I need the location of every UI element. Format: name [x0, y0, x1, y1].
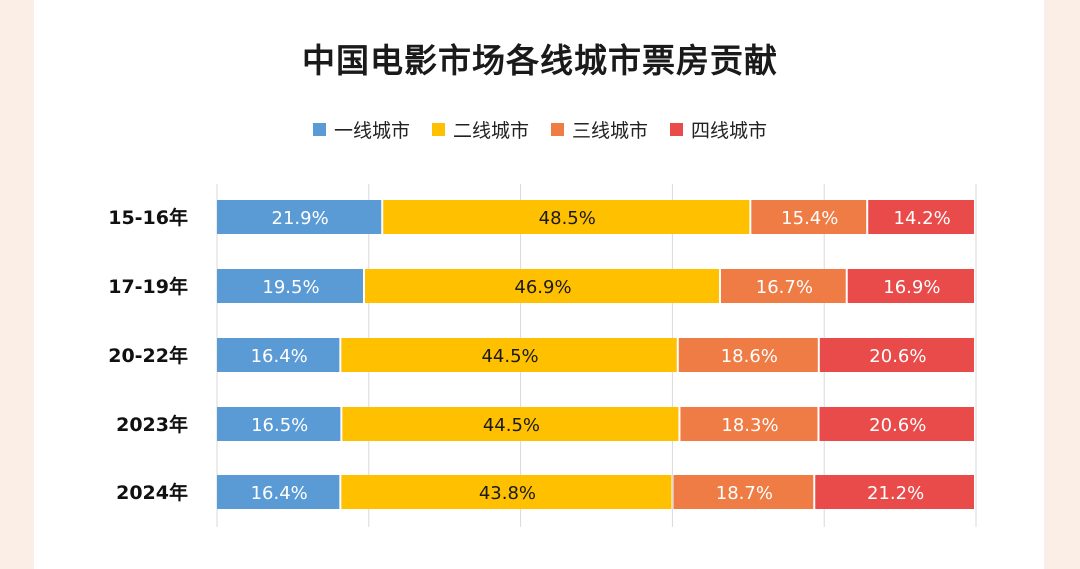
data-label: 16.4%: [251, 483, 308, 504]
legend-label-tier2: 二线城市: [452, 120, 529, 142]
legend-label-tier3: 三线城市: [572, 120, 649, 142]
bar-segment: [673, 475, 814, 509]
bar-segment: [383, 200, 750, 234]
bar-segment: [217, 200, 382, 234]
data-label: 16.5%: [251, 415, 308, 436]
data-label: 14.2%: [894, 208, 951, 229]
data-label: 20.6%: [869, 415, 926, 436]
legend-swatch-tier4: [670, 123, 684, 136]
bar-segment: [342, 407, 679, 441]
data-label: 46.9%: [514, 277, 571, 298]
legend-swatch-tier2: [431, 123, 445, 136]
bar-segment: [217, 407, 341, 441]
bar-segment: [217, 475, 340, 509]
category-label: 15-16年: [108, 206, 188, 229]
data-label: 16.4%: [251, 346, 308, 367]
bar-segment: [847, 269, 974, 303]
bar-segment: [341, 475, 672, 509]
category-label: 2023年: [116, 413, 188, 436]
bar-segment: [341, 338, 677, 372]
bar-segment: [680, 407, 818, 441]
legend-item-tier2: 二线城市: [431, 116, 529, 143]
bar-segment: [365, 269, 719, 303]
category-label: 17-19年: [108, 275, 188, 298]
bar-segment: [819, 338, 974, 372]
data-label: 44.5%: [481, 346, 538, 367]
data-label: 19.5%: [262, 277, 319, 298]
data-label: 44.5%: [483, 415, 540, 436]
data-label: 20.6%: [869, 346, 926, 367]
chart-title: 中国电影市场各线城市票房贡献: [302, 41, 778, 80]
legend-item-tier1: 一线城市: [312, 116, 410, 143]
data-label: 43.8%: [479, 483, 536, 504]
category-label: 20-22年: [108, 344, 188, 367]
data-label: 16.7%: [756, 277, 813, 298]
legend-label-tier4: 四线城市: [691, 120, 768, 142]
data-label: 21.2%: [867, 483, 924, 504]
legend-swatch-tier1: [312, 123, 326, 136]
legend-item-tier4: 四线城市: [670, 116, 767, 143]
legend-swatch-tier3: [551, 123, 564, 136]
category-label: 2024年: [116, 481, 188, 504]
bar-segment: [678, 338, 818, 372]
data-label: 18.6%: [721, 346, 778, 367]
data-label: 18.7%: [716, 483, 773, 504]
bar-segment: [868, 200, 974, 234]
bar-segment: [720, 269, 846, 303]
data-label: 16.9%: [883, 277, 940, 298]
bar-segment: [815, 475, 974, 509]
bar-segment: [217, 338, 340, 372]
legend-item-tier3: 三线城市: [551, 116, 648, 143]
bar-segment: [751, 200, 867, 234]
data-label: 48.5%: [539, 208, 596, 229]
bar-segment: [819, 407, 974, 441]
data-label: 18.3%: [721, 415, 778, 436]
bar-segment: [217, 269, 364, 303]
chart-legend: 一线城市 二线城市 三线城市 四线城市: [0, 116, 1080, 143]
data-label: 15.4%: [781, 208, 838, 229]
data-label: 21.9%: [272, 208, 329, 229]
legend-label-tier1: 一线城市: [333, 120, 410, 142]
